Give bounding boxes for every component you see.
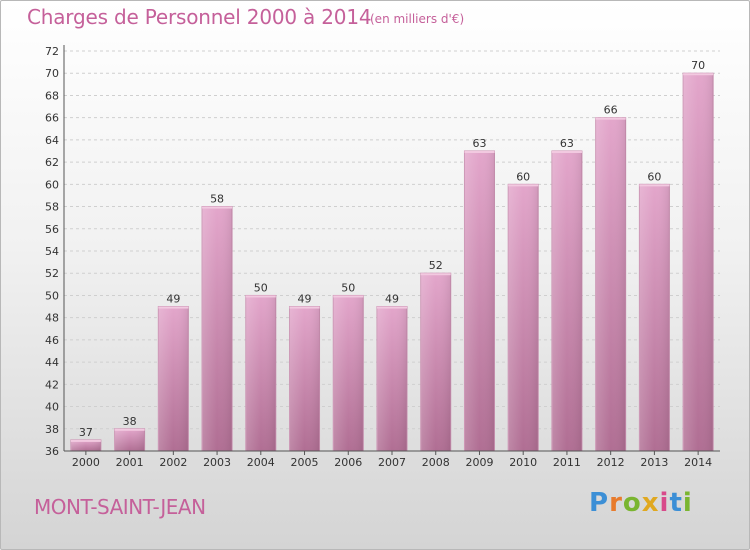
logo-letter: i xyxy=(659,488,670,518)
bar-shade xyxy=(70,439,101,451)
logo-letter: o xyxy=(622,488,642,518)
bar-top-highlight xyxy=(202,206,233,209)
bar-shade xyxy=(639,184,670,452)
bar-top-highlight xyxy=(464,151,495,153)
bar-shade xyxy=(114,428,145,451)
bar-top-highlight xyxy=(377,306,407,309)
bar-top-highlight xyxy=(639,184,670,187)
bar-top-highlight xyxy=(683,73,714,76)
bar-top-highlight xyxy=(114,428,145,431)
chart-title: Charges de Personnel 2000 à 2014 xyxy=(27,5,372,29)
y-tick-label: 68 xyxy=(45,89,59,102)
bar-value-label: 63 xyxy=(560,137,574,150)
y-tick-label: 66 xyxy=(45,112,59,125)
bar-shade xyxy=(158,306,189,451)
bar-shade xyxy=(683,73,714,451)
x-tick-label: 2002 xyxy=(159,456,187,469)
x-tick-label: 2006 xyxy=(334,456,362,469)
x-tick-label: 2014 xyxy=(684,456,712,469)
x-tick-label: 2008 xyxy=(422,456,450,469)
commune-name: MONT-SAINT-JEAN xyxy=(34,495,206,519)
bar-value-label: 70 xyxy=(691,59,705,72)
x-tick-label: 2003 xyxy=(203,456,231,469)
y-tick-label: 50 xyxy=(45,289,59,302)
logo-letter: P xyxy=(589,488,610,518)
bar-top-highlight xyxy=(551,151,582,153)
y-tick-label: 54 xyxy=(45,245,59,258)
bar-shade xyxy=(551,151,582,451)
y-tick-label: 42 xyxy=(45,378,59,391)
y-tick-label: 48 xyxy=(45,312,59,325)
bar-value-label: 50 xyxy=(341,281,355,294)
bar-top-highlight xyxy=(508,184,539,187)
bar-top-highlight xyxy=(158,306,189,309)
bar-value-label: 60 xyxy=(516,170,530,183)
bar-value-label: 60 xyxy=(647,170,661,183)
y-tick-label: 44 xyxy=(45,356,59,369)
x-tick-label: 2013 xyxy=(640,456,668,469)
bar-top-highlight xyxy=(420,273,451,276)
y-tick-label: 40 xyxy=(45,401,59,414)
bar-value-label: 50 xyxy=(254,281,268,294)
bar-value-label: 49 xyxy=(298,293,312,306)
bar-value-label: 58 xyxy=(210,193,224,206)
y-tick-label: 64 xyxy=(45,134,59,147)
bar-shade xyxy=(464,151,495,451)
logo-letter: i xyxy=(682,488,693,518)
x-tick-label: 2011 xyxy=(553,456,581,469)
y-tick-label: 70 xyxy=(45,67,59,80)
bar-value-label: 66 xyxy=(604,104,618,117)
y-tick-label: 60 xyxy=(45,178,59,191)
bar-shade xyxy=(245,295,276,451)
bar-top-highlight xyxy=(245,295,276,298)
x-tick-label: 2012 xyxy=(597,456,625,469)
y-tick-label: 52 xyxy=(45,267,59,280)
y-tick-label: 58 xyxy=(45,201,59,214)
bar-top-highlight xyxy=(333,295,364,298)
y-tick-label: 56 xyxy=(45,223,59,236)
logo-letter: x xyxy=(641,488,660,518)
bar-top-highlight xyxy=(595,117,626,120)
y-tick-label: 46 xyxy=(45,334,59,347)
x-tick-label: 2010 xyxy=(509,456,537,469)
bar-shade xyxy=(202,206,233,451)
logo-letter: t xyxy=(669,488,683,518)
y-tick-label: 36 xyxy=(45,445,59,458)
bar-shade xyxy=(595,117,626,452)
chart-subtitle: (en milliers d'€) xyxy=(370,12,465,26)
y-tick-label: 72 xyxy=(45,45,59,58)
proxiti-logo: Proxiti xyxy=(589,488,693,518)
bar-shade xyxy=(289,306,320,451)
bar-shade xyxy=(420,273,451,451)
x-tick-label: 2001 xyxy=(116,456,144,469)
x-tick-label: 2004 xyxy=(247,456,275,469)
x-tick-label: 2000 xyxy=(72,456,100,469)
bar-value-label: 52 xyxy=(429,259,443,272)
bar-top-highlight xyxy=(289,306,320,309)
bar-shade xyxy=(333,295,364,451)
x-tick-label: 2005 xyxy=(291,456,319,469)
x-tick-label: 2007 xyxy=(378,456,406,469)
bar-shade xyxy=(508,184,539,452)
x-tick-label: 2009 xyxy=(465,456,493,469)
bar-shade xyxy=(377,306,407,451)
bar-value-label: 49 xyxy=(166,293,180,306)
y-tick-label: 38 xyxy=(45,423,59,436)
bar-value-label: 38 xyxy=(123,415,137,428)
bar-value-label: 49 xyxy=(385,293,399,306)
logo-letter: r xyxy=(609,488,623,518)
bar-value-label: 63 xyxy=(472,137,486,150)
bar-value-label: 37 xyxy=(79,426,93,439)
bar-top-highlight xyxy=(70,439,101,442)
y-tick-label: 62 xyxy=(45,156,59,169)
